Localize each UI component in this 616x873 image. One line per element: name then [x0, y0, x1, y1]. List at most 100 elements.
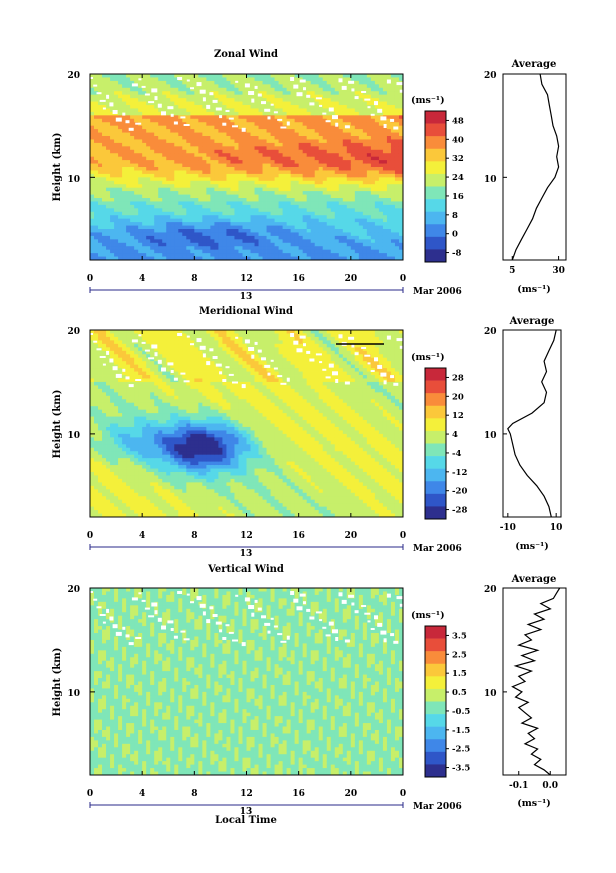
heat-cell — [198, 149, 203, 154]
heat-cell — [202, 139, 207, 144]
heat-cell — [310, 211, 316, 216]
heat-cell — [138, 111, 143, 116]
heat-cell — [306, 201, 312, 206]
heat-cell — [390, 74, 396, 78]
heat-cell — [378, 111, 384, 116]
heat-cell — [222, 98, 227, 102]
heat-cell — [202, 184, 207, 189]
heat-cell — [122, 361, 127, 366]
heat-cell — [250, 160, 255, 164]
heat-cell — [138, 115, 143, 120]
heat-cell — [198, 105, 203, 109]
heat-cell — [254, 98, 259, 102]
heat-cell — [314, 108, 320, 113]
heat-cell — [226, 129, 231, 133]
heat-cell — [170, 101, 175, 106]
heat-cell — [274, 242, 279, 247]
heat-cell — [186, 235, 191, 240]
heat-cell — [346, 232, 352, 237]
heat-cell — [102, 184, 107, 189]
heat-cell — [182, 163, 187, 168]
heat-cell — [362, 246, 368, 251]
heat-cell — [130, 139, 135, 144]
heat-cell — [374, 94, 380, 99]
heat-cell — [118, 458, 123, 462]
heat-cell — [138, 129, 143, 133]
heat-cell — [90, 211, 95, 216]
heat-cell — [390, 167, 396, 171]
heat-cell — [118, 80, 123, 85]
heat-cell — [346, 242, 352, 247]
heat-cell — [338, 153, 344, 158]
heat-cell — [150, 94, 155, 99]
heat-cell — [130, 503, 135, 508]
heat-cell — [142, 156, 147, 161]
heat-cell — [158, 142, 163, 147]
heat-cell — [366, 249, 372, 254]
heat-cell — [118, 451, 123, 456]
heat-cell — [146, 208, 151, 213]
heat-cell — [134, 91, 139, 96]
heat-cell — [382, 108, 388, 113]
heat-cell — [386, 211, 392, 216]
heat-cell — [198, 246, 203, 251]
heat-cell — [362, 208, 368, 213]
heat-cell — [134, 336, 139, 341]
heat-cell — [262, 211, 267, 216]
heat-cell — [386, 198, 392, 202]
heat-cell — [118, 249, 123, 254]
heat-cell — [158, 211, 163, 216]
heat-cell — [378, 146, 384, 151]
heat-cell — [310, 153, 316, 158]
heat-cell — [94, 388, 99, 393]
heat-cell — [274, 108, 279, 113]
heat-cell — [214, 194, 219, 199]
heat-cell — [282, 105, 288, 109]
heat-cell — [158, 146, 163, 151]
heat-cell — [114, 406, 119, 411]
heat-cell — [122, 506, 127, 511]
heat-cell — [122, 503, 127, 508]
heat-cell — [146, 163, 151, 168]
heat-cell — [370, 115, 376, 120]
heat-cell — [242, 184, 247, 189]
heat-cell — [182, 208, 187, 213]
heat-cell — [206, 142, 211, 147]
heat-cell — [246, 146, 251, 151]
heat-cell — [126, 385, 131, 390]
heat-cell — [382, 129, 388, 133]
heat-cell — [346, 194, 352, 199]
heat-cell — [262, 136, 267, 140]
heat-cell — [334, 242, 340, 247]
data-gap — [254, 85, 258, 89]
heat-cell — [110, 177, 115, 182]
heat-cell — [110, 496, 115, 501]
heat-cell — [366, 80, 372, 85]
heat-cell — [362, 167, 368, 171]
heat-cell — [226, 198, 231, 202]
heat-cell — [130, 496, 135, 501]
heat-cell — [162, 249, 167, 254]
heat-cell — [306, 139, 312, 144]
heat-cell — [94, 215, 99, 220]
heat-cell — [166, 132, 171, 137]
heat-cell — [130, 399, 135, 404]
heat-cell — [390, 191, 396, 195]
heat-cell — [350, 239, 356, 244]
heat-cell — [330, 225, 336, 230]
heat-cell — [258, 235, 263, 240]
heat-cell — [282, 215, 288, 220]
heat-cell — [390, 80, 396, 85]
heat-cell — [106, 454, 111, 459]
heat-cell — [302, 235, 308, 240]
profile-x-tick-label: 30 — [552, 266, 565, 276]
data-gap — [115, 117, 122, 122]
heat-cell — [182, 132, 187, 137]
heat-cell — [286, 184, 292, 189]
heat-cell — [306, 132, 312, 137]
heat-cell — [282, 108, 288, 113]
heat-cell — [262, 74, 267, 78]
heat-cell — [98, 330, 103, 334]
heat-cell — [314, 184, 320, 189]
heat-cell — [346, 77, 352, 82]
